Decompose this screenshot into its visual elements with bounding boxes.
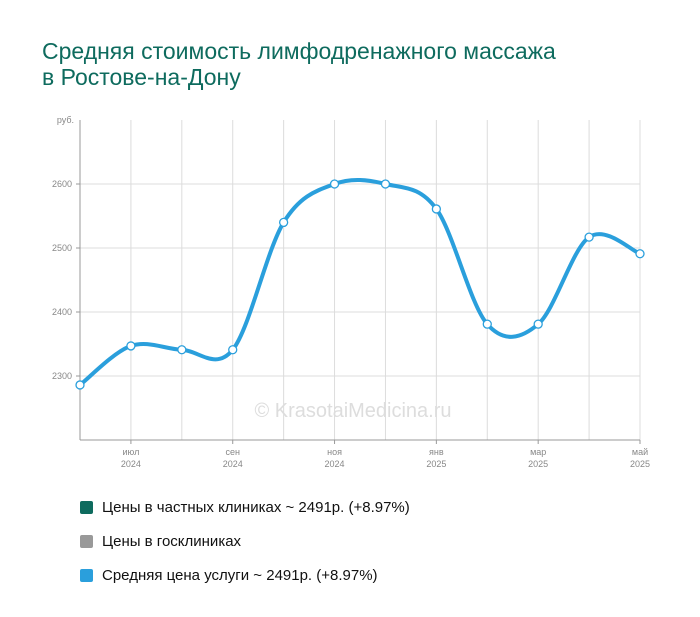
y-tick-label: 2500 [52, 243, 72, 253]
y-tick-label: 2600 [52, 179, 72, 189]
legend-swatch-average [80, 568, 93, 582]
y-tick-label: 2400 [52, 307, 72, 317]
chart-title-line-2: в Ростове-на-Дону [42, 64, 241, 90]
data-point-2024-08 [177, 345, 187, 355]
chart-series [75, 178, 645, 390]
data-point-2024-10 [278, 217, 289, 228]
chart-title: Средняя стоимость лимфодренажного массаж… [42, 38, 556, 90]
x-tick-label-month: мар [530, 447, 546, 457]
data-point-2025-01 [431, 204, 442, 214]
series-line-average-price [78, 178, 642, 387]
y-axis-unit-label: руб. [57, 115, 74, 125]
legend-swatch-private [80, 500, 93, 514]
chart-legend: Цены в частных клиниках ~ 2491р. (+8.97%… [80, 490, 410, 592]
data-point-2025-04 [584, 232, 594, 242]
data-point-2024-11 [329, 179, 340, 189]
legend-label-public: Цены в госклиниках [102, 532, 242, 550]
x-tick-label-year: 2025 [426, 459, 446, 469]
watermark: © KrasotaiMedicina.ru [254, 400, 451, 422]
x-tick-label-month: ноя [327, 447, 342, 457]
data-point-2024-09 [228, 345, 238, 355]
legend-swatch-public [80, 534, 93, 548]
data-point-2025-03 [533, 319, 543, 329]
legend-label-private: Цены в частных клиниках ~ 2491р. (+8.97%… [102, 498, 410, 516]
x-tick-label-month: май [632, 447, 648, 457]
x-tick-label-year: 2024 [325, 459, 345, 469]
x-tick-label-year: 2025 [630, 459, 650, 469]
legend-item-average[interactable]: Средняя цена услуги ~ 2491р. (+8.97%) [80, 558, 410, 592]
x-tick-label-year: 2024 [223, 459, 243, 469]
legend-item-private[interactable]: Цены в частных клиниках ~ 2491р. (+8.97%… [80, 490, 410, 524]
legend-item-public[interactable]: Цены в госклиниках [80, 524, 410, 558]
y-tick-label: 2300 [52, 371, 72, 381]
data-point-2025-05 [635, 249, 645, 259]
x-tick-label-month: сен [225, 447, 240, 457]
chart-title-line-1: Средняя стоимость лимфодренажного массаж… [42, 38, 556, 64]
legend-label-average: Средняя цена услуги ~ 2491р. (+8.97%) [102, 566, 378, 584]
x-tick-label-year: 2024 [121, 459, 141, 469]
data-point-2024-07 [126, 341, 136, 351]
chart-grid [80, 120, 641, 440]
data-point-2024-12 [380, 179, 391, 189]
data-point-2025-02 [482, 319, 492, 329]
x-tick-label-year: 2025 [528, 459, 548, 469]
line-chart: © KrasotaiMedicina.ru руб. 2300 2400 2500 26… [52, 115, 650, 469]
x-tick-label-month: янв [429, 447, 444, 457]
x-tick-label-month: июл [122, 447, 139, 457]
data-point-2024-06 [75, 380, 85, 390]
